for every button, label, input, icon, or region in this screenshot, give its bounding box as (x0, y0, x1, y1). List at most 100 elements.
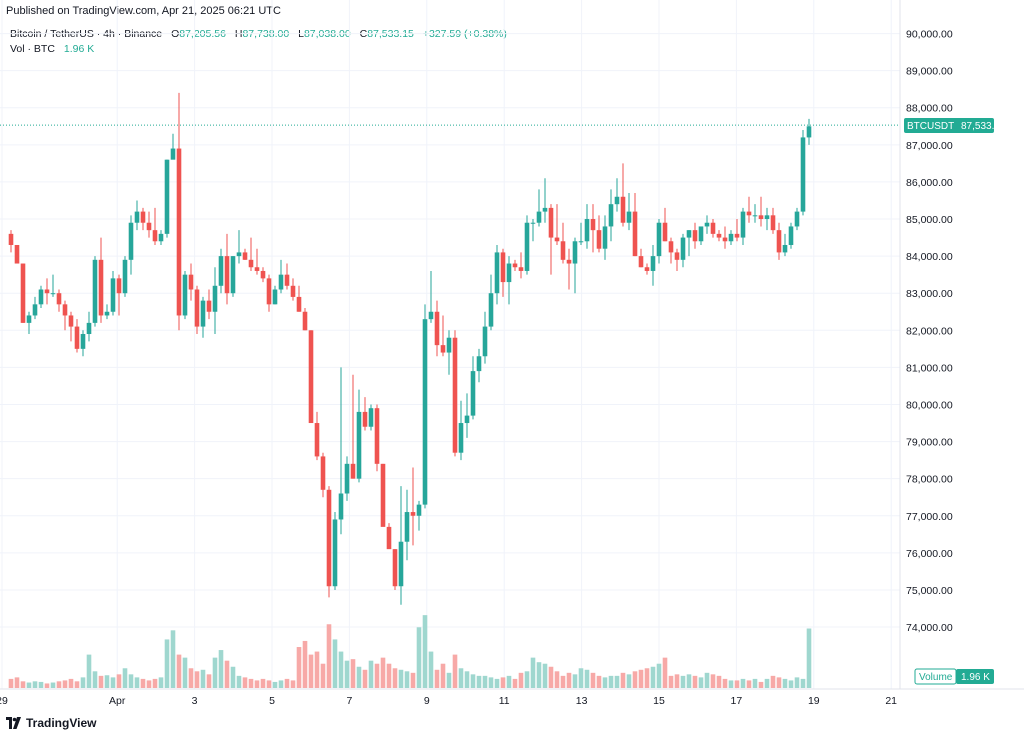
candle-body (656, 222, 662, 257)
candle-body (542, 207, 548, 212)
volume-bar (776, 677, 782, 688)
candle-body (32, 304, 38, 316)
time-axis[interactable]: 29 Apr 3 5 7 9 11 13 15 17 19 21 (0, 695, 897, 707)
volume-label[interactable]: Vol · BTC (10, 43, 55, 55)
volume-bar (506, 675, 512, 688)
time-tick-label: 5 (269, 695, 275, 707)
candle-body (20, 263, 26, 323)
volume-bar (26, 682, 32, 688)
volume-bar (470, 674, 476, 688)
candle-body (128, 222, 134, 260)
volume-bar (650, 666, 656, 688)
time-tick-label: 7 (346, 695, 352, 707)
price-tick-label: 76,000.00 (906, 548, 953, 560)
candle-body (758, 215, 764, 220)
candle-body (206, 300, 212, 312)
candle-body (554, 237, 560, 242)
candle-body (524, 222, 530, 271)
time-tick-label: 13 (576, 695, 588, 707)
candle-body (704, 222, 710, 227)
candle-body (386, 526, 392, 550)
candle-body (716, 233, 722, 238)
candle-body (770, 215, 776, 231)
candle-body (470, 371, 476, 416)
candle-body (434, 311, 440, 346)
candle-body (788, 226, 794, 245)
tradingview-icon (6, 717, 21, 729)
candle-body (464, 415, 470, 424)
candles (8, 92, 812, 605)
volume-bar (560, 675, 566, 688)
volume-bar (464, 671, 470, 688)
time-tick-label: 21 (885, 695, 897, 707)
volume-bar (284, 678, 290, 688)
volume-value: 1.96 K (63, 43, 95, 55)
candle-body (38, 289, 44, 305)
price-tick-label: 85,000.00 (906, 214, 953, 226)
volume-bar (80, 677, 86, 688)
volume-bar (728, 680, 734, 688)
volume-bar (482, 675, 488, 688)
candle-body (614, 196, 620, 205)
time-tick-label: 29 (0, 695, 8, 707)
time-tick-label: 15 (653, 695, 665, 707)
price-tag-symbol: BTCUSDT (907, 121, 954, 132)
tradingview-logo[interactable]: TradingView (6, 716, 96, 730)
volume-bar (176, 654, 182, 688)
candle-body (506, 263, 512, 283)
volume-bar (50, 682, 56, 688)
candle-body (800, 137, 806, 212)
volume-bar (770, 675, 776, 688)
volume-bar (548, 666, 554, 688)
volume-bar (500, 677, 506, 688)
volume-bar (578, 668, 584, 688)
volume-bar (422, 615, 428, 688)
price-tick-label: 84,000.00 (906, 251, 953, 263)
volume-bar (566, 672, 572, 688)
candle-body (86, 322, 92, 335)
volume-bar (332, 639, 338, 688)
volume-bar (158, 677, 164, 688)
candle-body (410, 512, 416, 516)
volume-bar (230, 666, 236, 688)
candle-body (164, 159, 170, 234)
volume-bar (590, 672, 596, 688)
volume-bar (692, 675, 698, 688)
volume-bar (278, 680, 284, 688)
volume-bar (680, 675, 686, 688)
volume-bar (554, 671, 560, 688)
candle-body (578, 241, 584, 243)
volume-bar (356, 666, 362, 688)
volume-bar (800, 678, 806, 688)
candle-body (602, 226, 608, 249)
candle-body (194, 289, 200, 327)
volume-bar (488, 677, 494, 688)
volume-bar (134, 677, 140, 688)
volume-bar (290, 680, 296, 688)
volume-bar (44, 683, 50, 688)
candle-body (518, 267, 524, 271)
candle-body (242, 252, 248, 260)
price-axis[interactable]: 90,000.00 89,000.00 88,000.00 87,000.00 86,0… (906, 29, 953, 634)
volume-bar (374, 663, 380, 688)
volume-bar (200, 669, 206, 688)
volume-bar (536, 662, 542, 688)
volume-bar (674, 674, 680, 688)
candle-body (260, 270, 266, 279)
volume-bar (260, 678, 266, 688)
candle-body (488, 293, 494, 327)
candle-body (584, 219, 590, 242)
volume-bar (314, 651, 320, 688)
candle-body (338, 493, 344, 520)
candle-body (266, 278, 272, 305)
volume-bar (794, 677, 800, 688)
volume-bar (338, 651, 344, 688)
volume-bar (386, 663, 392, 688)
candle-body (752, 215, 758, 217)
candle-body (26, 315, 32, 323)
volume-bar (620, 672, 626, 688)
volume-bar (146, 680, 152, 688)
volume-bar (656, 663, 662, 688)
candle-body (452, 337, 458, 453)
